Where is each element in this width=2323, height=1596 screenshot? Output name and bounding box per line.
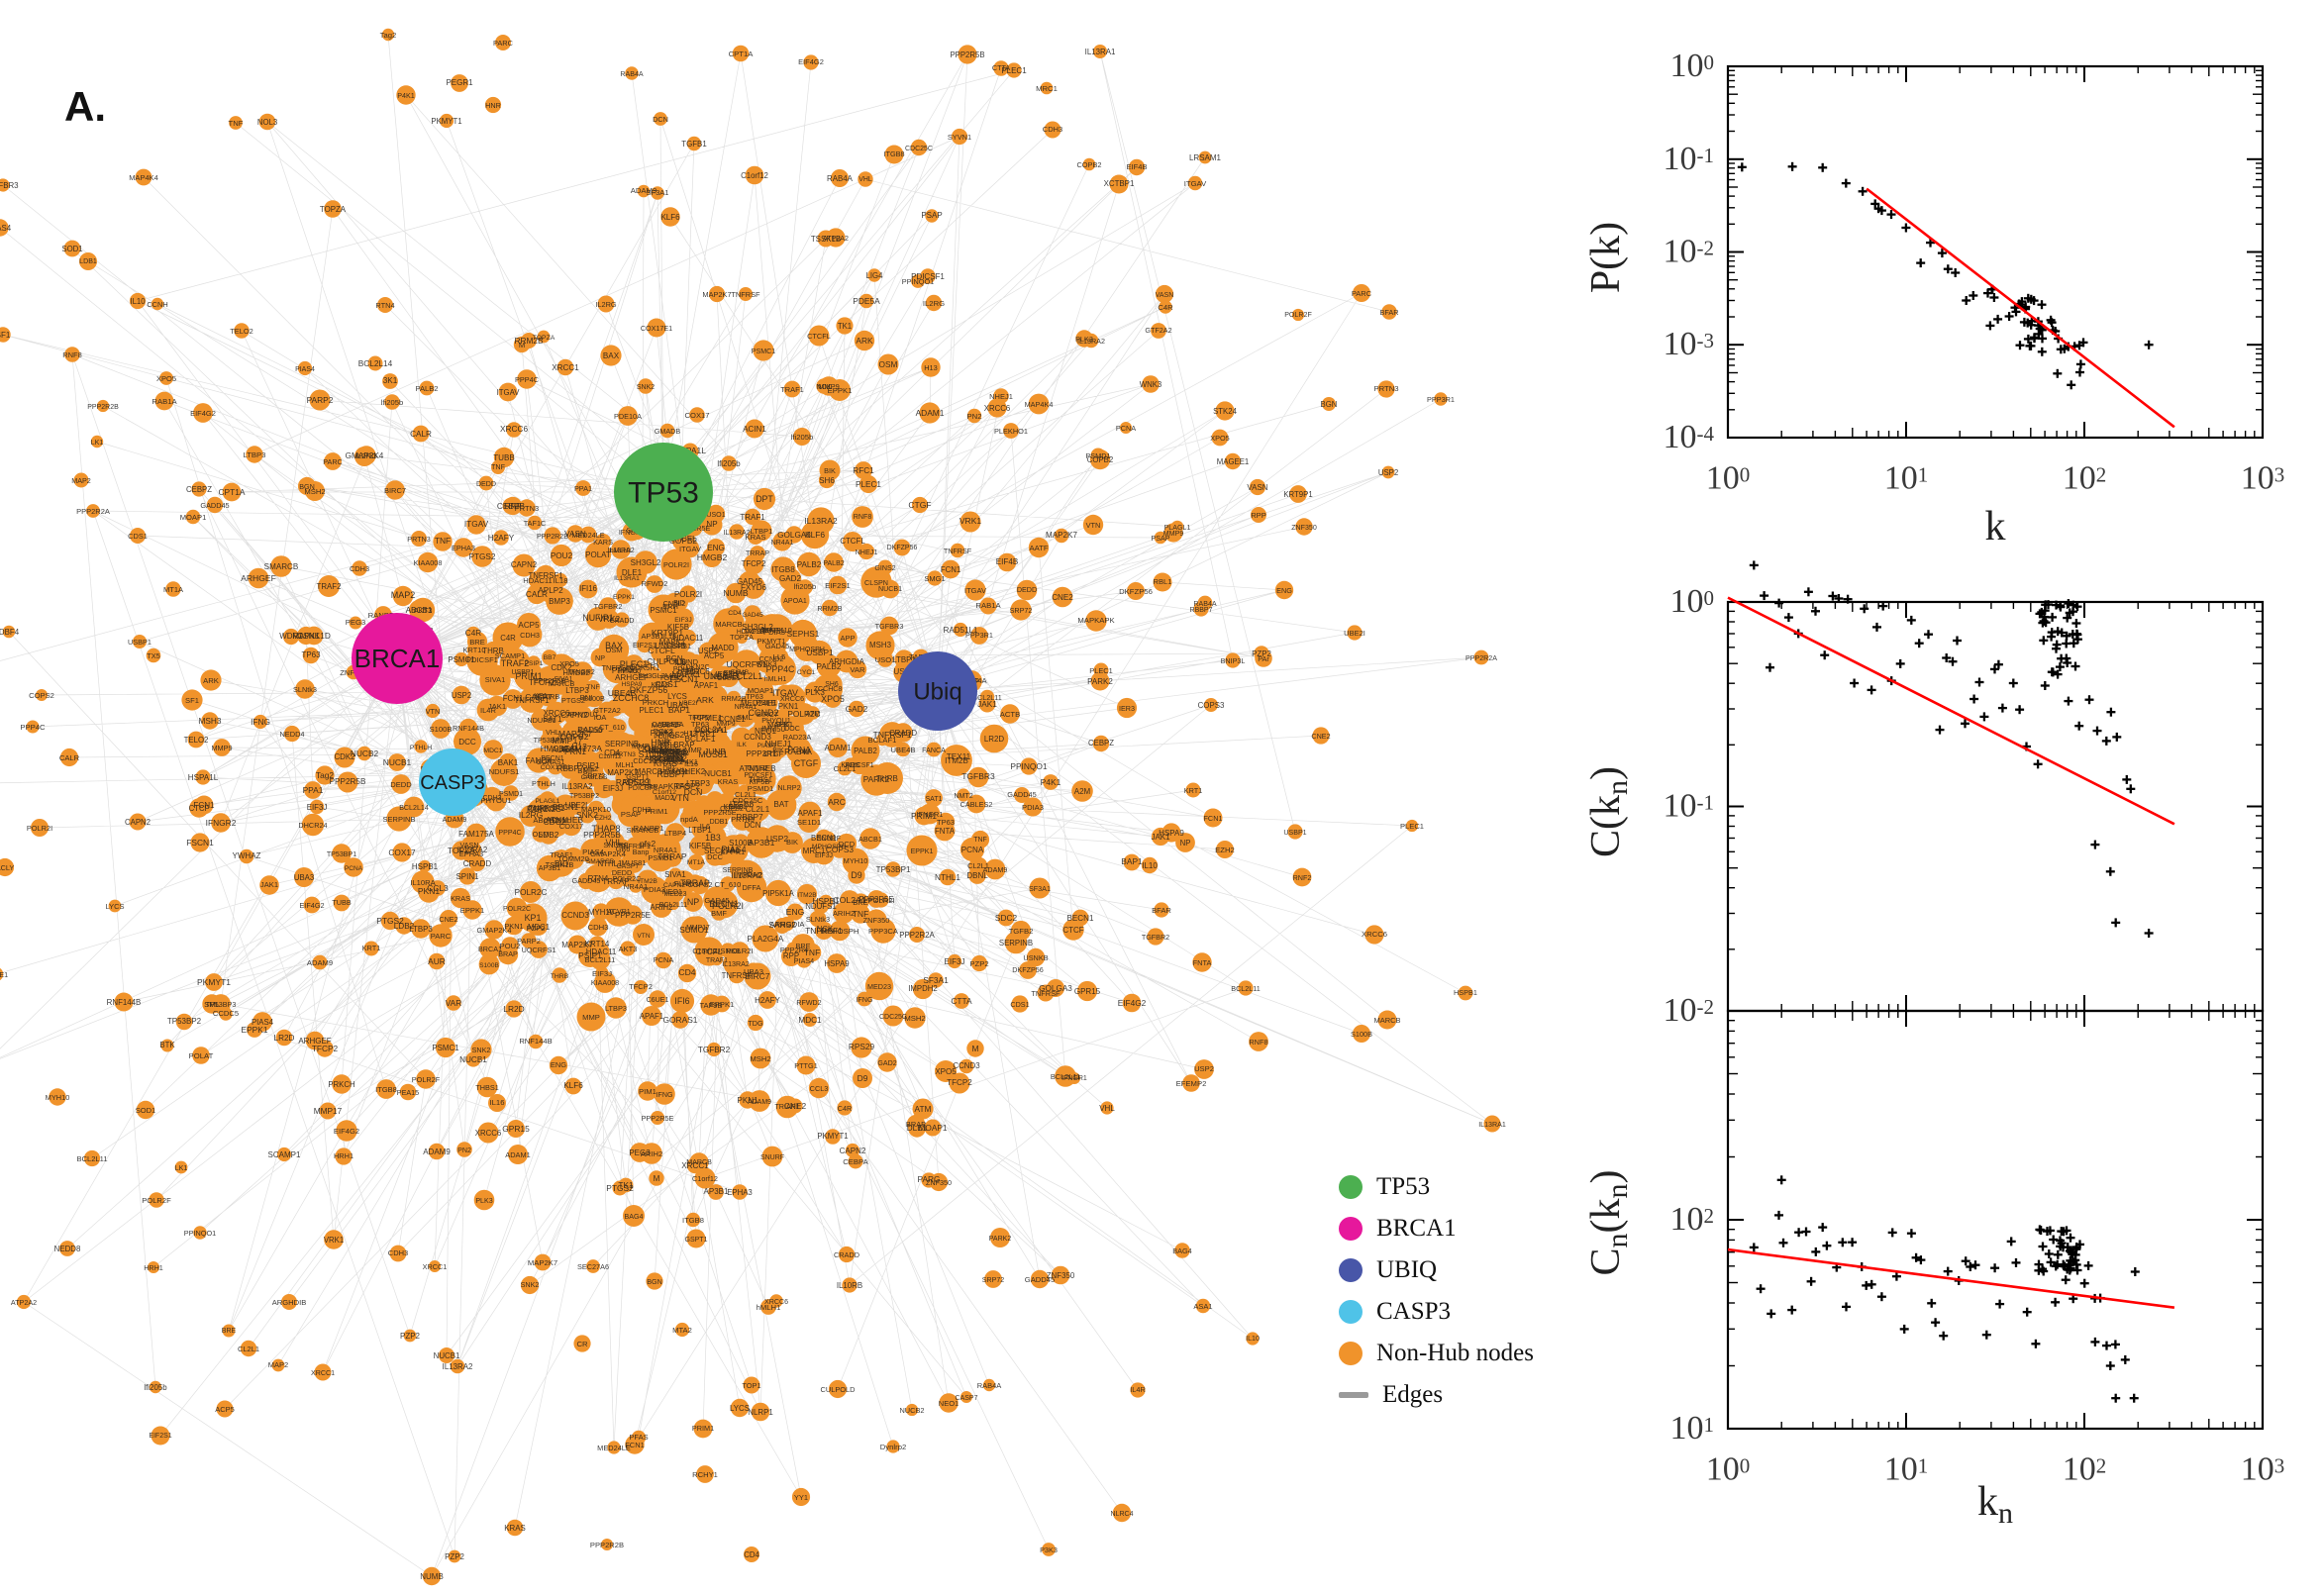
- svg-text:10-4: 10-4: [1664, 419, 1715, 455]
- svg-text:102: 102: [2063, 1451, 2107, 1488]
- svg-text:10-1: 10-1: [1664, 141, 1715, 177]
- svg-text:102: 102: [1670, 1201, 1715, 1238]
- svg-text:kn: kn: [1977, 1479, 2013, 1530]
- svg-text:102: 102: [2063, 460, 2107, 497]
- svg-text:10-3: 10-3: [1664, 326, 1715, 362]
- svg-text:Cn(kn): Cn(kn): [1583, 1169, 1634, 1275]
- svg-text:k: k: [1985, 504, 2006, 549]
- svg-text:P(k): P(k): [1583, 222, 1629, 293]
- svg-text:10-2: 10-2: [1664, 234, 1715, 270]
- svg-text:C(kn): C(kn): [1583, 766, 1634, 857]
- svg-text:10-2: 10-2: [1664, 992, 1715, 1029]
- svg-text:101: 101: [1670, 1410, 1715, 1446]
- svg-text:100: 100: [1706, 1451, 1751, 1488]
- svg-text:100: 100: [1670, 48, 1715, 84]
- svg-text:103: 103: [2241, 1451, 2285, 1488]
- svg-text:101: 101: [1884, 1451, 1929, 1488]
- svg-text:103: 103: [2241, 460, 2285, 497]
- svg-text:100: 100: [1670, 583, 1715, 620]
- svg-text:101: 101: [1884, 460, 1929, 497]
- svg-text:10-1: 10-1: [1664, 788, 1715, 825]
- svg-text:100: 100: [1706, 460, 1751, 497]
